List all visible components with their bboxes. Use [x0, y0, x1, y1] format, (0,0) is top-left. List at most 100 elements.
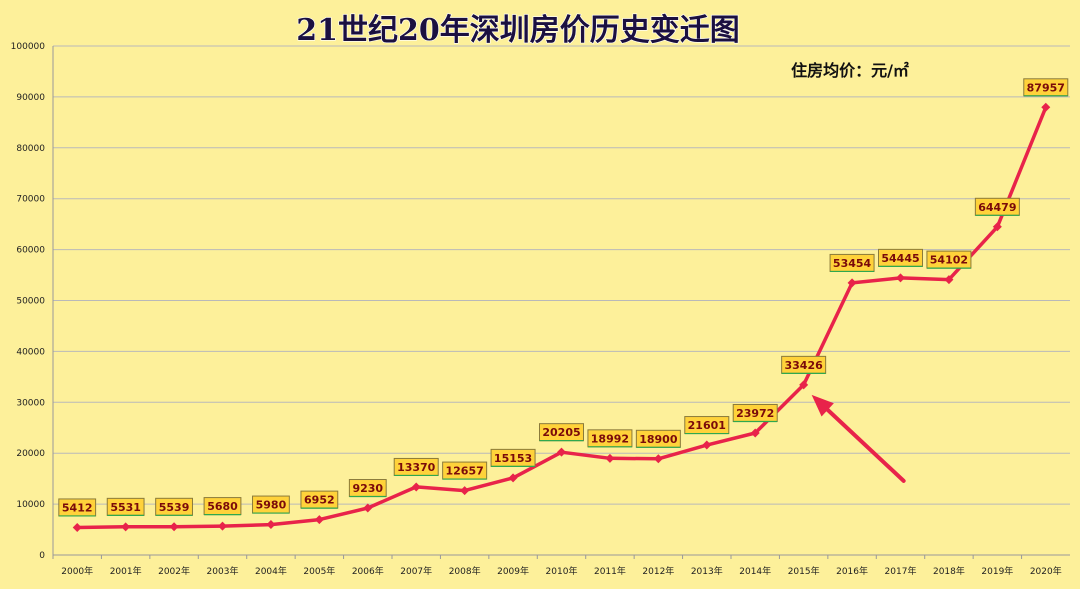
y-tick-label: 20000 [16, 449, 45, 459]
y-tick-label: 90000 [16, 93, 45, 103]
axes: 0 10000 20000 30000 40000 50000 60000 70000 8000… [11, 42, 1070, 577]
data-point [1041, 102, 1051, 112]
y-tick-label: 50000 [16, 297, 45, 307]
data-point [799, 380, 809, 390]
x-tick-label: 2016年 [836, 565, 868, 577]
y-tick-label: 10000 [16, 500, 45, 510]
svg-text:33426: 33426 [785, 359, 824, 372]
data-point [121, 522, 131, 532]
svg-text:21601: 21601 [688, 419, 726, 432]
annotation-arrow [811, 394, 906, 483]
y-tick-label: 0 [39, 551, 45, 561]
data-label: 5539 [155, 497, 193, 516]
svg-text:23972: 23972 [736, 407, 774, 420]
svg-text:5680: 5680 [207, 500, 238, 513]
svg-text:54102: 54102 [930, 254, 968, 267]
data-point [411, 482, 421, 492]
data-label: 12657 [442, 461, 488, 480]
svg-text:13370: 13370 [397, 461, 436, 474]
data-label: 21601 [684, 416, 730, 435]
x-tick-label: 2008年 [449, 565, 481, 577]
unit-label: 住房均价：元/㎡ [791, 61, 909, 80]
arrow-head [811, 394, 834, 417]
data-label: 5531 [106, 497, 145, 516]
data-labels: 5412 5531 5539 5680 5980 6952 9230 13370 12657 15… [58, 78, 1069, 517]
x-tick-label: 2013年 [691, 565, 723, 577]
svg-text:54445: 54445 [881, 252, 919, 265]
y-tick-label: 40000 [16, 347, 45, 357]
y-tick-label: 30000 [16, 398, 45, 408]
svg-text:12657: 12657 [446, 465, 484, 478]
data-label: 64479 [974, 197, 1020, 216]
data-point [508, 473, 518, 483]
x-tick-label: 2018年 [933, 565, 965, 577]
data-point [460, 486, 470, 496]
data-point [218, 521, 227, 531]
x-tick-label: 2003年 [207, 565, 239, 577]
data-point [557, 447, 566, 457]
x-tick-label: 2014年 [739, 565, 771, 577]
data-point [266, 520, 276, 530]
y-tick-label: 80000 [16, 144, 45, 154]
data-label: 87957 [1023, 78, 1069, 97]
data-label: 5680 [203, 497, 242, 516]
x-tick-label: 2019年 [981, 565, 1013, 577]
data-point [72, 522, 82, 532]
data-label: 13370 [393, 457, 439, 477]
data-point [847, 278, 857, 288]
arrow-shaft [825, 407, 906, 483]
x-tick-label: 2000年 [61, 565, 93, 577]
data-point [653, 454, 663, 464]
svg-text:5539: 5539 [159, 501, 190, 514]
svg-text:64479: 64479 [978, 201, 1016, 214]
x-tick-label: 2004年 [255, 565, 287, 577]
data-label: 23972 [732, 403, 778, 423]
svg-text:5531: 5531 [110, 501, 141, 514]
y-tick-label: 100000 [11, 42, 46, 52]
series-line-group [72, 102, 1051, 532]
data-label: 18900 [635, 429, 681, 448]
data-point [363, 503, 373, 513]
svg-text:18992: 18992 [591, 432, 629, 445]
x-tick-label: 2011年 [594, 565, 626, 577]
y-tick-label: 60000 [16, 246, 45, 256]
x-tick-label: 2007年 [400, 565, 432, 577]
data-label: 20205 [539, 423, 584, 442]
data-label: 15153 [490, 448, 536, 467]
data-point [750, 428, 760, 438]
svg-text:9230: 9230 [352, 482, 383, 495]
data-point [702, 440, 712, 450]
data-point [944, 275, 954, 285]
svg-text:20205: 20205 [542, 426, 580, 439]
data-label: 5412 [58, 498, 97, 517]
data-point [314, 515, 324, 525]
data-label: 53454 [829, 253, 875, 273]
x-tick-label: 2017年 [885, 565, 917, 577]
x-tick-label: 2005年 [303, 565, 335, 577]
data-label: 54102 [926, 250, 972, 269]
svg-text:6952: 6952 [304, 494, 335, 507]
svg-text:53454: 53454 [833, 257, 872, 270]
grid-lines [53, 45, 1070, 556]
svg-text:5412: 5412 [62, 501, 93, 514]
svg-text:15153: 15153 [494, 452, 532, 465]
data-point [169, 522, 179, 532]
data-point [605, 453, 615, 463]
data-label: 54445 [878, 248, 923, 267]
x-tick-label: 2020年 [1030, 565, 1062, 577]
svg-text:5980: 5980 [256, 499, 287, 512]
data-point [896, 273, 905, 283]
x-tick-label: 2010年 [546, 565, 578, 577]
data-label: 33426 [781, 355, 827, 374]
svg-text:18900: 18900 [639, 433, 678, 446]
x-tick-label: 2009年 [497, 565, 529, 577]
data-label: 5980 [252, 495, 290, 514]
x-tick-label: 2006年 [352, 565, 384, 577]
data-label: 18992 [587, 429, 633, 448]
x-tick-label: 2015年 [788, 565, 820, 577]
x-tick-label: 2002年 [158, 565, 190, 577]
y-tick-label: 70000 [16, 195, 45, 205]
series-line [77, 106, 1048, 530]
